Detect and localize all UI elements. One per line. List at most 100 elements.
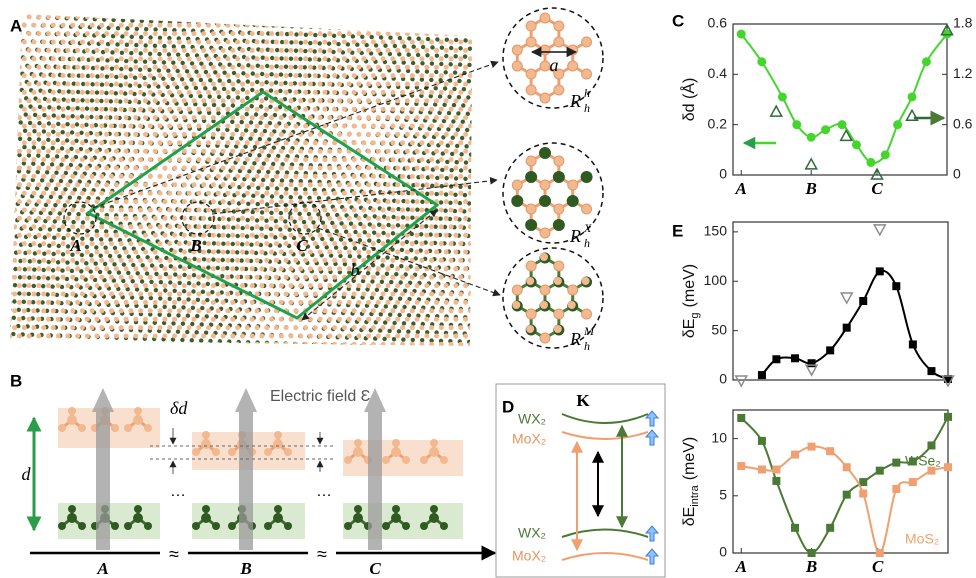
atom (327, 115, 333, 121)
atom (196, 341, 202, 346)
atom (476, 79, 480, 83)
atom (215, 190, 221, 196)
atom (55, 299, 61, 305)
atom (167, 274, 173, 280)
atom (225, 22, 231, 28)
atom (370, 39, 376, 45)
atom (84, 64, 90, 70)
atom (269, 249, 275, 255)
atom (147, 67, 152, 73)
atom (278, 283, 284, 289)
atom (458, 106, 464, 112)
atom (429, 173, 435, 179)
atom (127, 83, 133, 88)
atom (202, 431, 210, 439)
atom (12, 140, 18, 146)
atom (240, 98, 245, 104)
atom (149, 279, 154, 285)
atom (337, 98, 342, 104)
atom (179, 77, 185, 82)
atom (32, 251, 38, 256)
atom (54, 170, 59, 175)
atom (429, 216, 434, 221)
atom (366, 333, 372, 339)
atom (351, 190, 357, 196)
atom (196, 140, 202, 146)
atom (196, 157, 202, 163)
atom (186, 291, 192, 297)
atom (434, 165, 439, 171)
atom (385, 115, 391, 121)
atom (293, 140, 299, 146)
atom (278, 299, 284, 305)
atom (249, 226, 255, 231)
atom (206, 241, 211, 247)
atom (128, 173, 134, 179)
atom (250, 71, 255, 76)
atom (409, 190, 415, 196)
atom (65, 299, 71, 305)
atom (380, 224, 386, 230)
atom (567, 60, 579, 72)
atom (138, 190, 144, 196)
atom (380, 274, 386, 280)
atom (191, 249, 197, 255)
atom (89, 274, 95, 280)
atom (446, 110, 452, 116)
atom (312, 190, 318, 196)
atom (452, 86, 457, 92)
atom (197, 4, 201, 8)
atom (70, 56, 76, 62)
atom (375, 316, 381, 322)
atom (89, 341, 95, 346)
atom (343, 229, 349, 234)
atom (172, 199, 178, 205)
atom (386, 345, 392, 346)
atom (390, 325, 396, 331)
atom (308, 24, 314, 29)
atom (55, 276, 60, 281)
atom (362, 230, 367, 235)
atom (26, 199, 32, 205)
atom (283, 173, 289, 179)
y-axis-label-main: δE (681, 507, 698, 527)
atom (244, 173, 250, 179)
atom (41, 7, 45, 11)
marker (757, 465, 766, 474)
atom (249, 14, 255, 20)
atom (336, 41, 341, 47)
atom (420, 522, 428, 530)
atom (240, 225, 245, 231)
atom (283, 341, 289, 346)
atom (79, 173, 85, 179)
atom (459, 14, 464, 19)
atom (388, 296, 393, 301)
atom (288, 98, 294, 104)
atom (2, 332, 6, 336)
atom (253, 6, 257, 10)
atom (225, 73, 231, 79)
atom (220, 31, 226, 37)
atom (284, 170, 290, 175)
atom (138, 106, 144, 112)
atom (366, 98, 372, 104)
atom (293, 187, 298, 192)
marker (777, 92, 787, 102)
atom (300, 8, 304, 12)
atom (191, 316, 197, 322)
atom (307, 182, 313, 188)
atom (32, 267, 37, 272)
atom (414, 115, 420, 121)
reference-lines (150, 445, 335, 460)
atom (94, 106, 99, 112)
atom (204, 314, 209, 319)
marker (791, 354, 800, 363)
atom (128, 325, 134, 331)
atom (285, 15, 290, 21)
atom (385, 182, 391, 188)
atom (104, 115, 110, 121)
atom (429, 308, 435, 314)
atom (288, 316, 294, 322)
atom (172, 299, 178, 305)
atom (240, 148, 245, 154)
